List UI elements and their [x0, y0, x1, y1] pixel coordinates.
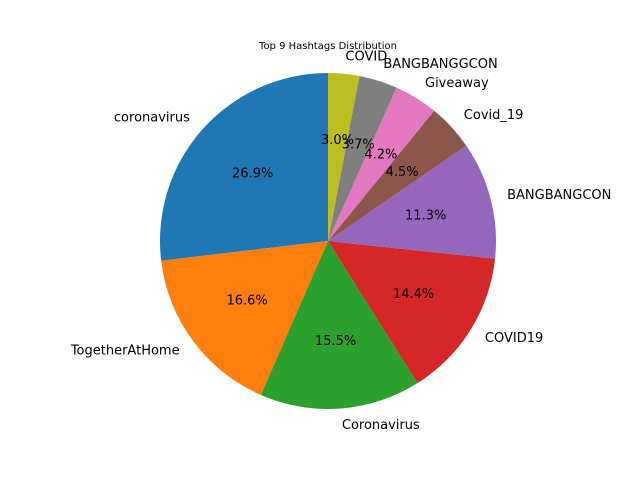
- pie-slice-coronavirus: [260, 241, 418, 409]
- pie-category-label: BANGBANGCON: [507, 188, 611, 203]
- pie-category-label: COVID19: [485, 331, 543, 346]
- pie-slice-covid19: [328, 241, 496, 384]
- pie-percent-label: 3.7%: [342, 137, 375, 152]
- pie-slice-coronavirus: [159, 73, 328, 261]
- pie-category-labels: coronavirus TogetherAtHome Coronavirus COVI…: [70, 50, 612, 433]
- pie-percent-label: 4.2%: [364, 148, 397, 163]
- chart-title: Top 9 Hashtags Distribution: [258, 41, 397, 52]
- pie-category-label: coronavirus: [114, 111, 190, 126]
- pie-slices: [159, 73, 496, 409]
- pie-slice-covid-19: [328, 110, 467, 241]
- pie-slice-bangbangcon: [328, 145, 496, 259]
- pie-percent-labels: 26.9% 16.6% 15.5% 14.4% 11.3% 4.5% 4.2%3.7%3.0…: [226, 133, 446, 349]
- pie-percent-label: 26.9%: [232, 167, 273, 182]
- pie-percent-label: 11.3%: [405, 209, 446, 224]
- pie-slice-bangbanggcon: [328, 75, 397, 241]
- pie-category-label: Coronavirus: [342, 418, 420, 433]
- pie-category-label: TogetherAtHome: [70, 344, 180, 359]
- pie-slice-togetherathome: [161, 241, 328, 395]
- pie-category-label: Giveaway: [425, 76, 489, 91]
- pie-category-label: COVID: [345, 50, 387, 65]
- pie-percent-label: 15.5%: [315, 334, 356, 349]
- pie-slice-giveaway: [328, 87, 435, 241]
- pie-category-label: BANGBANGGCON: [383, 57, 497, 72]
- pie-percent-label: 3.0%: [321, 133, 354, 148]
- pie-percent-label: 4.5%: [386, 165, 419, 180]
- pie-category-label: Covid_19: [464, 108, 524, 123]
- pie-slice-covid: [328, 73, 360, 241]
- pie-percent-label: 14.4%: [393, 287, 434, 302]
- pie-percent-label: 16.6%: [226, 294, 267, 309]
